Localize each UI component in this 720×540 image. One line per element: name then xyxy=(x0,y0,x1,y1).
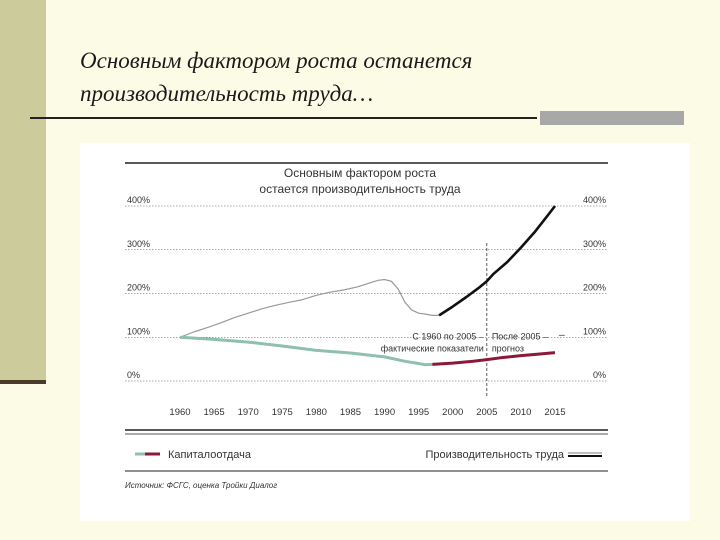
chart-series xyxy=(179,205,557,367)
y-tick-label-left: 200% xyxy=(127,283,150,293)
decorative-left-bar-edge xyxy=(0,380,46,384)
x-axis-ticks: 1960 1965 1970 1975 1980 1985 1990 1995 2000 2005… xyxy=(169,407,565,418)
productivity-forecast-line xyxy=(438,205,557,317)
annotation-actual-line-1: С 1960 по 2005 – xyxy=(412,331,483,341)
x-tick-label: 1995 xyxy=(408,407,429,418)
chart-figure: Основным фактором роста остается произво… xyxy=(80,143,690,521)
capital-actual-line xyxy=(179,335,433,367)
x-tick-label: 1965 xyxy=(204,407,225,418)
chart-grid xyxy=(125,205,608,382)
y-tick-label-right: 0% xyxy=(593,370,606,380)
title-accent-block xyxy=(540,111,684,125)
chart-source-note: Источник: ФСГС, оценка Тройки Диалог xyxy=(125,481,277,490)
legend-label-capital: Капиталоотдача xyxy=(168,449,252,461)
annotation-forecast-line-1: После 2005 – xyxy=(492,331,548,341)
x-tick-label: 1960 xyxy=(169,407,190,418)
x-tick-label: 2005 xyxy=(476,407,497,418)
slide-title: Основным фактором роста останется произв… xyxy=(80,44,640,110)
legend-label-productivity: Производительность труда xyxy=(425,449,564,461)
y-tick-label-right: 300% xyxy=(583,239,606,249)
annotation-forecast-line-2: прогноз xyxy=(492,343,524,353)
y-tick-label-right: 100% xyxy=(583,326,606,336)
slide-title-line-2: производительность труда… xyxy=(80,81,374,106)
chart-title-line-2: остается производительность труда xyxy=(259,182,460,196)
x-tick-label: 1975 xyxy=(272,407,293,418)
y-tick-label-left: 100% xyxy=(127,326,150,336)
x-tick-label: 1970 xyxy=(238,407,259,418)
decorative-left-bar xyxy=(0,0,46,383)
y-axis-ticks: 0% 0% 100% 100% 200% 200% 300% 300% 400% 400% xyxy=(127,195,606,380)
x-tick-label: 1985 xyxy=(340,407,361,418)
chart-svg: Основным фактором роста остается произво… xyxy=(125,162,608,490)
capital-forecast-line xyxy=(432,351,556,366)
x-tick-label: 2010 xyxy=(510,407,531,418)
y-tick-label-left: 0% xyxy=(127,370,140,380)
x-tick-label: 2000 xyxy=(442,407,463,418)
y-tick-label-right: 200% xyxy=(583,283,606,293)
title-underline xyxy=(30,117,537,119)
y-tick-label-left: 300% xyxy=(127,239,150,249)
chart-title-line-1: Основным фактором роста xyxy=(284,166,436,180)
x-tick-label: 1990 xyxy=(374,407,395,418)
x-tick-label: 1980 xyxy=(306,407,327,418)
slide-title-line-1: Основным фактором роста останется xyxy=(80,48,473,73)
productivity-actual-line xyxy=(179,278,440,338)
annotation-actual-line-2: фактические показатели xyxy=(381,343,484,353)
y-tick-label-right: 400% xyxy=(583,195,606,205)
x-tick-label: 2015 xyxy=(544,407,565,418)
y-tick-label-left: 400% xyxy=(127,195,150,205)
